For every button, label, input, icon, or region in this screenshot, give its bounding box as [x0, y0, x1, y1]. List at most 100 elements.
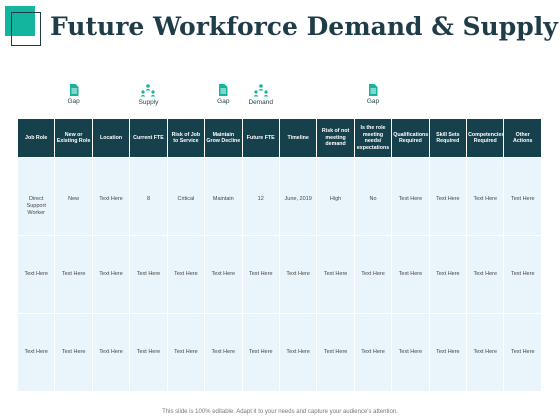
column-header: Maintain Grow Decline	[204, 118, 243, 158]
table-cell: Text Here	[278, 235, 318, 314]
table-cell: Text Here	[91, 157, 131, 236]
corner-outline-square	[11, 12, 41, 46]
table-cell: Text Here	[391, 235, 430, 314]
table-cell: Text Here	[503, 313, 542, 392]
cell-text: Text Here	[361, 271, 385, 277]
cell-text: Text Here	[436, 349, 460, 355]
table-cell: Maintain	[204, 157, 243, 236]
table-header-row: Job Role New or Existing Role Location Curr…	[16, 118, 542, 158]
table-cell: Text Here	[204, 313, 243, 392]
table-cell: Text Here	[54, 235, 93, 314]
people-hierarchy-icon	[253, 84, 269, 97]
cell-text: Text Here	[24, 349, 48, 355]
table-cell: Text Here	[428, 235, 468, 314]
column-header: Job Role	[16, 118, 56, 158]
document-icon	[218, 84, 228, 96]
document-icon	[69, 84, 79, 96]
cell-text: Text Here	[398, 196, 423, 202]
column-header: Skill Sets Required	[428, 118, 468, 158]
table-cell: Text Here	[353, 313, 393, 392]
corner-accent-square	[5, 6, 35, 36]
table-cell: Text Here	[503, 235, 542, 314]
footer-note: This slide is 100% editable. Adapt it to…	[162, 409, 398, 415]
table-cell: Text Here	[54, 313, 93, 392]
cell-text: Text Here	[473, 196, 498, 202]
column-header: Timeline	[278, 118, 318, 158]
cell-text: Text Here	[286, 271, 310, 277]
table-cell: Text Here	[16, 313, 56, 392]
cell-text: Text Here	[361, 349, 385, 355]
cell-text: Text Here	[174, 271, 198, 277]
table-cell: Text Here	[166, 235, 206, 314]
indicator-label: Demand	[248, 99, 274, 106]
cell-text: Text Here	[398, 271, 423, 277]
cell-text: Text Here	[211, 349, 236, 355]
indicator-label: Gap	[67, 98, 80, 105]
table-cell: Text Here	[391, 157, 430, 236]
column-header: Current FTE	[129, 118, 168, 158]
cell-text: Text Here	[61, 349, 86, 355]
cell-text: High	[329, 196, 342, 202]
cell-text: Text Here	[248, 271, 273, 277]
table-cell: No	[353, 157, 393, 236]
table-cell: Text Here	[391, 313, 430, 392]
cell-text: June, 2019	[284, 196, 312, 202]
cell-text: Direct Support Worker	[26, 196, 46, 216]
cell-text: Text Here	[174, 349, 198, 355]
table-row: Direct Support Worker New Text Here 8 Critic…	[16, 157, 542, 236]
column-header: Risk of Job to Service	[166, 118, 206, 158]
cell-text: Maintain	[212, 196, 234, 202]
document-icon	[368, 84, 378, 96]
cell-text: Text Here	[99, 271, 123, 277]
column-header: Location	[91, 118, 131, 158]
workforce-table: Job Role New or Existing Role Location Curr…	[16, 118, 542, 392]
indicator-gap: Gap	[54, 84, 94, 116]
column-header: Qualifications Required	[391, 118, 430, 158]
table-cell: Direct Support Worker	[16, 157, 56, 236]
column-header: Future FTE	[241, 118, 280, 158]
cell-text: 12	[257, 196, 264, 202]
indicator-label: Supply	[138, 99, 159, 106]
cell-text: Text Here	[211, 271, 236, 277]
table-cell: Text Here	[241, 235, 280, 314]
table-cell: Text Here	[16, 235, 56, 314]
table-cell: Text Here	[278, 313, 318, 392]
cell-text: Text Here	[510, 196, 535, 202]
cell-text: Text Here	[510, 349, 535, 355]
cell-text: New	[68, 196, 80, 202]
table-body: Direct Support Worker New Text Here 8 Critic…	[16, 157, 542, 392]
cell-text: Text Here	[473, 271, 498, 277]
cell-text: Text Here	[436, 196, 460, 202]
cell-text: Text Here	[61, 271, 86, 277]
indicator-gap: Gap	[353, 84, 393, 116]
people-hierarchy-icon	[140, 84, 156, 97]
table-cell: Text Here	[166, 313, 206, 392]
indicator-label: Gap	[366, 98, 380, 105]
cell-text: Text Here	[436, 271, 460, 277]
table-cell: Text Here	[129, 235, 168, 314]
cell-text: Text Here	[473, 349, 498, 355]
table-cell: Text Here	[466, 157, 505, 236]
cell-text: No	[369, 196, 377, 202]
table-cell: Text Here	[316, 313, 355, 392]
table-cell: Text Here	[428, 157, 468, 236]
cell-text: Critical	[177, 196, 195, 202]
table-cell: Text Here	[428, 313, 468, 392]
cell-text: Text Here	[136, 271, 161, 277]
cell-text: Text Here	[136, 349, 161, 355]
indicator-supply: Supply	[128, 84, 168, 116]
table-cell: Text Here	[91, 313, 131, 392]
cell-text: Text Here	[99, 196, 123, 202]
table-cell: Text Here	[316, 235, 355, 314]
cell-text: Text Here	[398, 349, 423, 355]
table-cell: Text Here	[91, 235, 131, 314]
cell-text: 8	[146, 196, 150, 202]
column-header: Is the role meeting needs/ expectations	[353, 118, 393, 158]
table-row: Text Here Text Here Text Here Text Here Text…	[16, 235, 542, 314]
indicator-gap: Gap	[203, 84, 243, 116]
table-cell: Text Here	[241, 313, 280, 392]
cell-text: Text Here	[323, 349, 348, 355]
table-cell: Text Here	[466, 313, 505, 392]
cell-text: Text Here	[286, 349, 310, 355]
table-row: Text Here Text Here Text Here Text Here Text…	[16, 313, 542, 392]
